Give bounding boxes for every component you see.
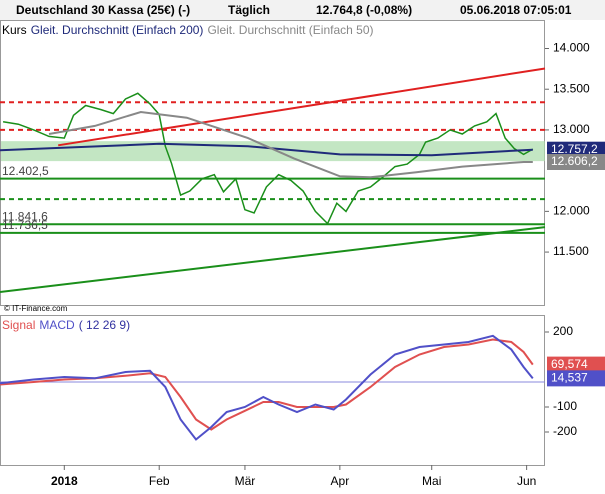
y-tick-label: -200 xyxy=(553,424,577,438)
interval: Täglich xyxy=(228,3,270,17)
legend-entry: Kurs xyxy=(2,23,27,37)
last-value-box xyxy=(547,356,605,373)
legend-entry: MACD xyxy=(39,318,75,332)
x-tick-label: 2018 xyxy=(51,474,78,488)
series-line xyxy=(0,142,533,157)
y-tick-label: -100 xyxy=(553,399,577,413)
x-tick-label: Apr xyxy=(331,474,350,488)
support-band xyxy=(1,141,545,162)
legend-entry: Gleit. Durchschnitt (Einfach 50) xyxy=(207,23,373,37)
x-tick-label: Jun xyxy=(517,474,536,488)
series-line xyxy=(48,110,533,179)
last-value-label: 14,537 xyxy=(551,371,588,385)
y-tick-label: 14.000 xyxy=(553,41,590,55)
footer: © IT-Finance.com xyxy=(4,304,68,313)
level-label: 11.841,6 xyxy=(2,209,48,223)
price-frame xyxy=(0,20,545,306)
legend-entry: Signal xyxy=(2,318,35,332)
y-tick-label: 200 xyxy=(553,324,573,338)
y-tick-label: 12.000 xyxy=(553,204,590,218)
y-tick-label: 11.500 xyxy=(553,244,589,258)
last-value-box xyxy=(547,370,605,387)
x-tick-label: Mai xyxy=(422,474,441,488)
last-value-box xyxy=(547,141,605,158)
last-value-label: 12.606,2 xyxy=(551,154,598,168)
level-label: 12.402,5 xyxy=(2,164,49,178)
legend-entry: ( 12 26 9) xyxy=(79,318,130,332)
series-line xyxy=(2,92,534,225)
x-tick-label: Mär xyxy=(235,474,256,488)
legend-entry: Gleit. Durchschnitt (Einfach 200) xyxy=(31,23,204,37)
last-value-label: 69,574 xyxy=(551,357,588,371)
instrument: Deutschland 30 Kassa (25€) (-) xyxy=(16,3,190,17)
level-label: 11.736,5 xyxy=(2,218,48,232)
trend-line xyxy=(0,226,546,293)
series-line xyxy=(0,334,534,441)
y-tick-label: 13.500 xyxy=(553,81,590,95)
quote: 12.764,8 (-0,08%) xyxy=(316,3,412,17)
header-bar xyxy=(0,0,605,20)
timestamp: 05.06.2018 07:05:01 xyxy=(460,3,572,17)
x-tick-label: Feb xyxy=(149,474,170,488)
y-tick-label: 13.000 xyxy=(553,122,590,136)
last-value-label: 12.757,2 xyxy=(551,142,598,156)
trend-line xyxy=(58,67,546,147)
macd-frame xyxy=(0,315,545,466)
last-value-box xyxy=(547,153,605,170)
series-line xyxy=(0,338,534,431)
